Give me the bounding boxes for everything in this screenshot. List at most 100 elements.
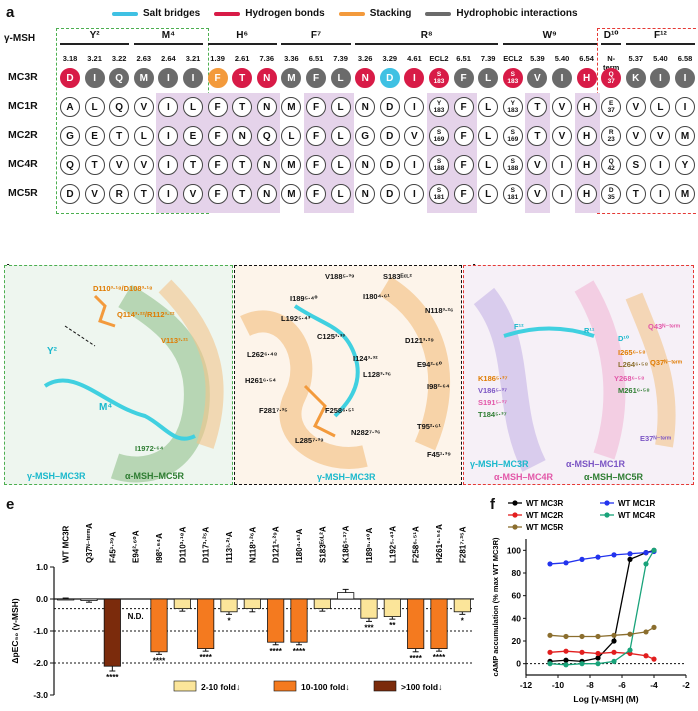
residue-cell: D <box>379 97 400 117</box>
legend-label: Salt bridges <box>143 8 201 19</box>
residue-cell: N <box>256 97 277 117</box>
bar <box>313 598 331 609</box>
residue-label: S191⁵·³⁷ <box>478 398 508 407</box>
x-tick-label: -12 <box>520 680 533 690</box>
category-label: L192⁵·⁴³A <box>388 526 397 563</box>
residue-cell: D <box>60 68 80 88</box>
residue-cell: F <box>207 68 228 88</box>
residue-cell: N <box>355 68 376 88</box>
panel-b-structure: D110³·¹⁸/D108³·¹⁸ Q114³·²²/R112³·²² Y² M… <box>4 265 233 485</box>
residue-label: L128³·³⁶ <box>363 370 392 379</box>
residue-table: γ-MSH Y² M⁴ H⁶ F⁷ R⁸ W⁹ D¹⁰ F¹² 3.18 3.21 3.22 2.63… <box>4 24 698 214</box>
residue-cell: T <box>232 155 253 175</box>
residue-cell: S 169 <box>429 126 449 146</box>
bar <box>407 598 425 649</box>
data-point <box>627 556 633 562</box>
category-label: H261⁶·⁵⁴A <box>435 524 444 563</box>
residue-cell: I <box>552 184 572 204</box>
residue-label: Q43ᴺ⁻ᵗᵉʳᵐ <box>648 322 680 331</box>
panel-b-illustration <box>43 279 224 483</box>
residue-cell: E 37 <box>601 97 622 117</box>
residue-cell: V <box>552 97 572 117</box>
residue-label: L192⁵·⁴³ <box>281 314 311 323</box>
residue-cell: V <box>183 184 203 204</box>
dose-response-chart: 0 20 40 60 80 100 -12 -10 -8 -6 -4 -2 Log [γ-MSH] (M… <box>491 499 690 704</box>
residue-cell: F <box>207 126 228 146</box>
y-tick-label: 0.0 <box>36 594 48 604</box>
residue-cell: F <box>453 155 474 175</box>
bar <box>360 598 378 619</box>
residue-cell: L <box>478 184 499 204</box>
residue-cell: I <box>675 68 695 88</box>
residue-cell: S 183 <box>429 68 449 88</box>
residue-cell: S 183 <box>502 68 523 88</box>
segment-label: H⁶ <box>236 30 249 41</box>
significance-mark: **** <box>409 654 422 663</box>
series-line <box>549 650 655 660</box>
data-point <box>627 551 633 557</box>
residue-cell: S 188 <box>429 155 449 175</box>
residue-cell: H <box>576 97 597 117</box>
residue-cell: K <box>625 68 646 88</box>
residue-cell: L <box>478 68 499 88</box>
bw-number: 2.63 <box>136 54 152 63</box>
legend-label: 2-10 fold↓ <box>201 682 240 692</box>
bar <box>453 598 471 613</box>
residue-cell: V <box>625 97 646 117</box>
legend-label: 10-100 fold↓ <box>301 682 350 692</box>
x-tick-label: -8 <box>586 680 594 690</box>
residue-cell: F <box>306 97 326 117</box>
residue-label: V186⁵·³⁷ <box>478 386 508 395</box>
residue-label: D¹⁰ <box>618 334 630 343</box>
residue-cell: I <box>158 184 179 204</box>
residue-cell: L <box>330 68 351 88</box>
bar <box>150 598 168 653</box>
ligand-label: γ-MSH <box>4 33 36 44</box>
y-tick-label: 40 <box>512 613 522 623</box>
data-point <box>611 638 617 644</box>
residue-cell: G <box>60 126 80 146</box>
bw-number: 6.51 <box>456 54 471 63</box>
residue-cell: Y <box>675 155 695 175</box>
significance-mark: * <box>461 616 465 625</box>
legend-label: WT MC3R <box>526 499 564 508</box>
residue-cell: M <box>281 97 302 117</box>
bw-number: 3.21 <box>87 54 102 63</box>
bw-number: 3.22 <box>111 54 127 63</box>
bw-number: 3.26 <box>357 54 373 63</box>
bar <box>80 598 98 601</box>
residue-cell: F <box>306 184 326 204</box>
category-label: I189⁵·⁴⁰A <box>365 528 374 563</box>
data-point <box>563 633 569 640</box>
legend-swatch <box>173 680 197 692</box>
bar <box>103 598 121 667</box>
residue-cell: M <box>281 184 302 204</box>
res-v113: V113³·²¹ <box>161 336 189 345</box>
residue-cell: D <box>379 68 400 88</box>
data-point <box>611 552 617 558</box>
residue-cell: V <box>527 184 548 204</box>
residue-cell: Y 183 <box>429 97 449 117</box>
significance-mark: **** <box>199 653 212 662</box>
residue-label: L264⁶·⁵⁸ <box>618 360 649 369</box>
legend-swatch <box>214 11 241 16</box>
residue-cell: F <box>453 184 474 204</box>
segment-underline <box>502 43 597 45</box>
residue-label: Q37ᴺ⁻ᵗᵉʳᵐ <box>650 358 682 367</box>
res-y2: Y² <box>47 346 57 357</box>
category-label: I113³·²¹A <box>225 531 234 563</box>
y-axis-label: ΔpEC₅₀ (γ-MSH) <box>10 598 20 663</box>
category-label: Q37ᴺ⁻ᵗᵉʳᵐA <box>85 523 94 563</box>
bw-number: 5.40 <box>554 54 570 63</box>
residue-cell: T <box>527 126 548 146</box>
residue-cell: T <box>625 184 646 204</box>
residue-cell: N <box>355 184 376 204</box>
bw-number: 6.54 <box>579 54 594 63</box>
residue-cell: A <box>60 97 80 117</box>
residue-cell: T <box>527 97 548 117</box>
residue-cell: L <box>133 126 154 146</box>
series-line <box>549 550 655 565</box>
bw-number: 7.39 <box>333 54 348 63</box>
residue-cell: V <box>404 126 425 146</box>
bar <box>173 598 191 609</box>
